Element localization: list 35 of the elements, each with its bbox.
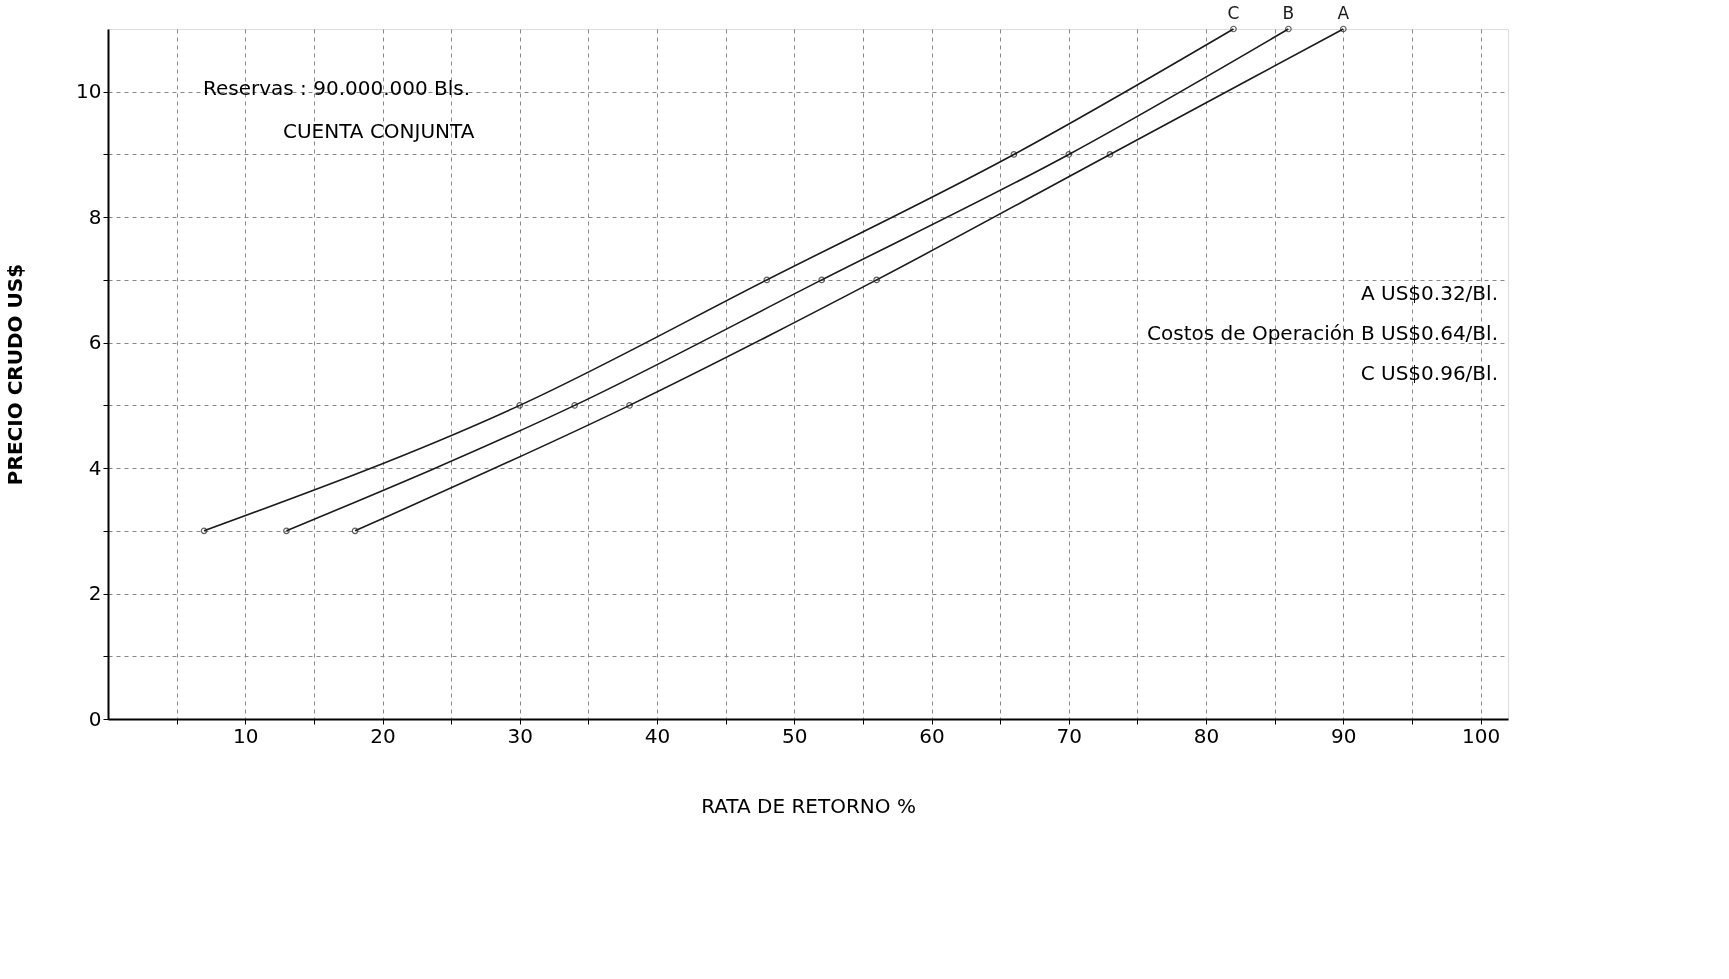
y-tick-label: 0 bbox=[88, 706, 102, 731]
y-tick-label: 4 bbox=[88, 455, 102, 480]
series-label: C bbox=[1227, 3, 1240, 23]
point bbox=[1106, 151, 1114, 158]
point bbox=[763, 276, 771, 284]
x-tick-label: 10 bbox=[233, 723, 259, 748]
point bbox=[571, 402, 579, 409]
point bbox=[873, 276, 880, 284]
y-axis-title: PRECIO CRUDO US$ bbox=[3, 263, 28, 486]
point bbox=[626, 402, 633, 409]
x-tick-label: 90 bbox=[1331, 723, 1357, 748]
series-label: A bbox=[1337, 3, 1350, 23]
annotation: CUENTA CONJUNTA bbox=[283, 119, 475, 143]
x-axis-title: RATA DE RETORNO % bbox=[701, 793, 916, 818]
annotation: C US$0.96/Bl. bbox=[1360, 361, 1498, 385]
x-tick-label: 70 bbox=[1056, 723, 1083, 748]
x-tick-label: 60 bbox=[919, 723, 945, 748]
x-tick-label: 100 bbox=[1461, 723, 1501, 748]
x-tick-label: 40 bbox=[644, 723, 671, 748]
point bbox=[516, 402, 524, 409]
annotation: Costos de Operación B US$0.64/Bl. bbox=[1147, 321, 1498, 345]
y-tick-label: 8 bbox=[88, 204, 102, 229]
point bbox=[818, 276, 826, 284]
annotation: A US$0.32/Bl. bbox=[1360, 281, 1498, 305]
y-tick-label: 2 bbox=[88, 581, 102, 606]
x-tick-label: 20 bbox=[370, 723, 396, 748]
series-label: B bbox=[1282, 3, 1295, 23]
x-tick-label: 80 bbox=[1193, 723, 1220, 748]
annotation: Reservas : 90.000.000 Bls. bbox=[203, 76, 471, 100]
point bbox=[1010, 151, 1018, 158]
x-tick-label: 30 bbox=[507, 723, 533, 748]
y-tick-label: 10 bbox=[76, 79, 102, 104]
y-tick-label: 6 bbox=[88, 330, 102, 355]
point bbox=[1065, 151, 1073, 158]
x-tick-label: 50 bbox=[782, 723, 808, 748]
